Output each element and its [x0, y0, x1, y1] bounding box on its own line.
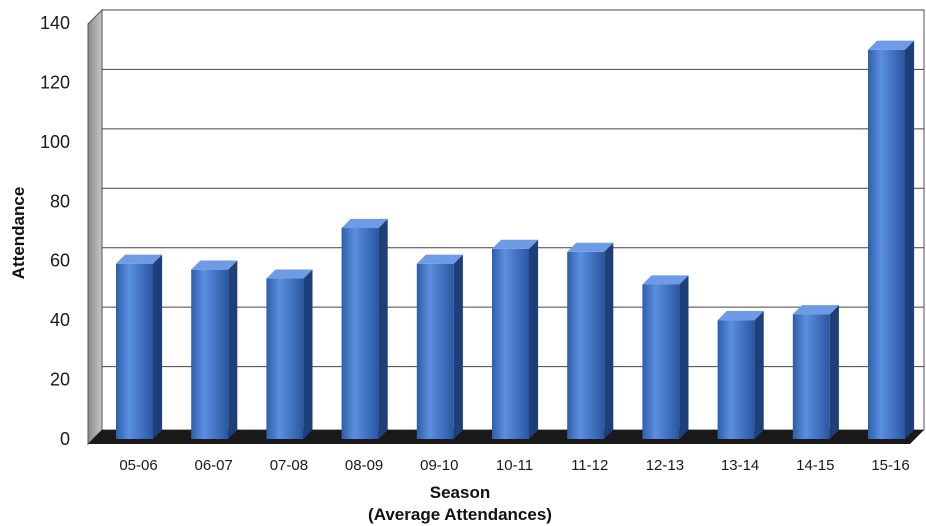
y-axis-title: Attendance — [9, 187, 28, 280]
bar — [416, 254, 463, 439]
bar — [567, 242, 614, 439]
x-tick-label: 13-14 — [721, 457, 759, 474]
x-tick-label: 09-10 — [420, 457, 458, 474]
y-tick-label: 120 — [40, 72, 70, 92]
bar-top — [717, 311, 764, 321]
bar-front — [341, 228, 379, 439]
x-tick-label: 15-16 — [871, 457, 909, 474]
bar — [792, 305, 839, 439]
y-tick-label: 80 — [50, 191, 70, 211]
bar-side — [228, 260, 238, 439]
x-tick-label: 10-11 — [496, 457, 533, 474]
y-tick-label: 0 — [60, 429, 70, 449]
y-tick-label: 100 — [40, 132, 70, 152]
y-tick-label: 20 — [50, 370, 70, 390]
left-side-wall — [87, 8, 103, 446]
bar-front — [416, 263, 454, 439]
x-axis-subtitle: (Average Attendances) — [368, 505, 552, 524]
bar-side — [905, 40, 915, 440]
bar-front — [191, 269, 229, 439]
bar-top — [116, 254, 163, 264]
x-tick-label: 06-07 — [195, 457, 233, 474]
y-tick-label: 60 — [50, 251, 70, 271]
bar-side — [378, 218, 388, 439]
x-tick-label: 05-06 — [119, 457, 157, 474]
bar-top — [341, 218, 388, 229]
bar-side — [303, 269, 313, 439]
bar-top — [792, 305, 839, 315]
bar — [642, 275, 689, 439]
y-axis-ticks: 0 20 40 60 80 100 120 140 — [40, 13, 70, 449]
bar-front — [792, 314, 830, 439]
bar-front — [567, 251, 605, 439]
bar-top — [266, 269, 313, 279]
bar — [191, 260, 238, 439]
bar-front — [717, 320, 755, 439]
bar-side — [529, 239, 539, 439]
bar-side — [604, 242, 614, 439]
bar-top — [868, 40, 915, 50]
bar-top — [191, 260, 238, 270]
bar — [868, 40, 915, 440]
bar-side — [754, 311, 764, 439]
bar-top — [567, 242, 614, 252]
bar-side — [153, 254, 163, 439]
bar-side — [679, 275, 689, 439]
x-axis-title: Season — [430, 483, 490, 502]
bar-front — [642, 284, 680, 439]
gridlines — [102, 9, 924, 368]
bar — [717, 311, 764, 439]
x-tick-label: 14-15 — [796, 457, 834, 474]
x-tick-label: 12-13 — [646, 457, 684, 474]
bar-front — [868, 49, 905, 439]
bar-front — [266, 278, 304, 439]
x-axis-ticks: 05-06 06-07 07-08 08-09 09-10 10-11 11-12 12-13… — [119, 457, 909, 474]
y-tick-label: 40 — [50, 310, 70, 330]
x-tick-label: 07-08 — [270, 457, 308, 474]
x-tick-label: 11-12 — [571, 457, 608, 474]
bar — [341, 218, 388, 439]
bar-top — [416, 254, 463, 264]
x-tick-label: 08-09 — [345, 457, 383, 474]
bar-front — [116, 263, 153, 439]
bar-top — [642, 275, 689, 285]
bar-top — [492, 239, 539, 249]
bar-side — [829, 305, 839, 439]
bar-side — [453, 254, 463, 439]
bar — [266, 269, 313, 439]
y-tick-label: 140 — [40, 13, 70, 33]
bar — [116, 254, 163, 439]
bars — [116, 40, 915, 440]
bar-front — [492, 248, 529, 439]
bar — [492, 239, 539, 439]
